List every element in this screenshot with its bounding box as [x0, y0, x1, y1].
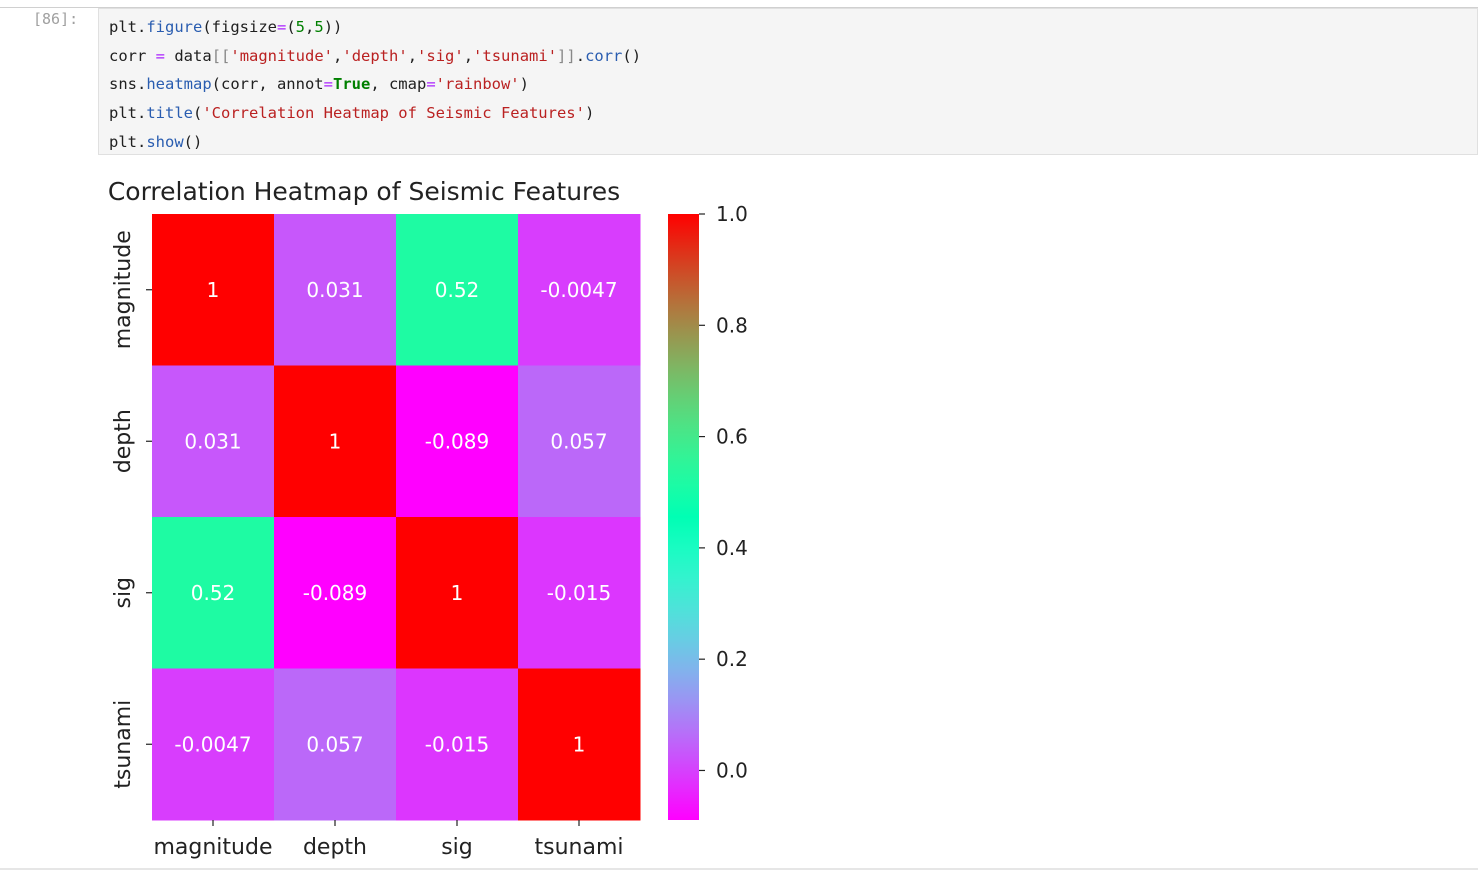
- colorbar-tick-label: 0.2: [716, 647, 748, 671]
- cell-annotation: 1: [573, 732, 586, 756]
- heatmap-cell: [274, 214, 397, 366]
- colorbar-tick-label: 1.0: [716, 202, 748, 226]
- colorbar: 0.0 0.2 0.4 0.6 0.8 1.0: [668, 202, 748, 820]
- heatmap-cell: [396, 365, 519, 518]
- heatmap-cell: [152, 365, 275, 518]
- x-tick-label: sig: [441, 835, 473, 860]
- y-tick-label: magnitude: [111, 230, 136, 349]
- heatmap-cell: [152, 517, 275, 669]
- chart-title: Correlation Heatmap of Seismic Features: [108, 177, 620, 206]
- cell-annotation: 1: [207, 278, 220, 302]
- colorbar-tick-label: 0.6: [716, 425, 748, 449]
- cell-annotation: -0.015: [425, 732, 489, 756]
- code-line-4: plt.title('Correlation Heatmap of Seismi…: [109, 104, 595, 123]
- x-tick-label: depth: [303, 835, 367, 860]
- cell-annotation: 0.057: [306, 732, 363, 756]
- cell-annotation: 0.52: [435, 278, 480, 302]
- y-axis: magnitude depth sig tsunami: [111, 230, 152, 789]
- heatmap-cell: [152, 214, 275, 366]
- heatmap-cells: 1 0.031 0.52 -0.0047 0.031 1 -0.089 0.057 0.52 -0…: [152, 214, 641, 821]
- x-tick-label: magnitude: [153, 835, 272, 860]
- cell-annotation: -0.089: [425, 429, 489, 453]
- code-line-3: sns.heatmap(corr, annot=True, cmap='rain…: [109, 75, 529, 94]
- x-axis: magnitude depth sig tsunami: [153, 820, 624, 860]
- heatmap-cell: [396, 517, 519, 669]
- heatmap-cell: [274, 365, 397, 518]
- cell-annotation: 0.031: [306, 278, 363, 302]
- code-line-2: corr = data[['magnitude','depth','sig','…: [109, 46, 642, 65]
- heatmap-figure: Correlation Heatmap of Seismic Features …: [108, 177, 748, 860]
- cell-annotation: 0.057: [550, 429, 607, 453]
- y-tick-label: depth: [111, 409, 136, 473]
- x-tick-label: tsunami: [535, 835, 624, 860]
- heatmap-cell: [152, 668, 275, 821]
- colorbar-tick-label: 0.4: [716, 536, 748, 560]
- colorbar-tick-label: 0.0: [716, 758, 748, 782]
- cell-annotation: 1: [329, 429, 342, 453]
- heatmap-cell: [396, 214, 519, 366]
- y-tick-label: sig: [111, 577, 136, 609]
- cell-annotation: 1: [451, 581, 464, 605]
- code-editor[interactable]: plt.figure(figsize=(5,5)) corr = data[['…: [109, 13, 641, 157]
- cell-top-border: [0, 7, 1478, 8]
- heatmap-cell: [274, 668, 397, 821]
- colorbar-gradient: [668, 214, 699, 820]
- cell-annotation: 0.52: [191, 581, 236, 605]
- y-tick-label: tsunami: [111, 700, 136, 789]
- cell-annotation: -0.089: [303, 581, 367, 605]
- cell-annotation: -0.0047: [174, 732, 251, 756]
- heatmap-cell: [274, 517, 397, 669]
- cell-output: Correlation Heatmap of Seismic Features …: [100, 165, 800, 869]
- cell-annotation: -0.0047: [540, 278, 617, 302]
- cell-annotation: 0.031: [184, 429, 241, 453]
- heatmap-cell: [518, 668, 641, 821]
- code-line-5: plt.show(): [109, 132, 203, 151]
- cell-bottom-border: [0, 868, 1478, 870]
- cell-annotation: -0.015: [547, 581, 611, 605]
- heatmap-cell: [396, 668, 519, 821]
- heatmap-cell: [518, 365, 641, 518]
- heatmap-cell: [518, 214, 641, 366]
- code-line-1: plt.figure(figsize=(5,5)): [109, 18, 343, 36]
- colorbar-tick-label: 0.8: [716, 313, 748, 337]
- execution-count: [86]:: [33, 10, 79, 28]
- code-cell-input[interactable]: plt.figure(figsize=(5,5)) corr = data[['…: [98, 8, 1478, 155]
- heatmap-cell: [518, 517, 641, 669]
